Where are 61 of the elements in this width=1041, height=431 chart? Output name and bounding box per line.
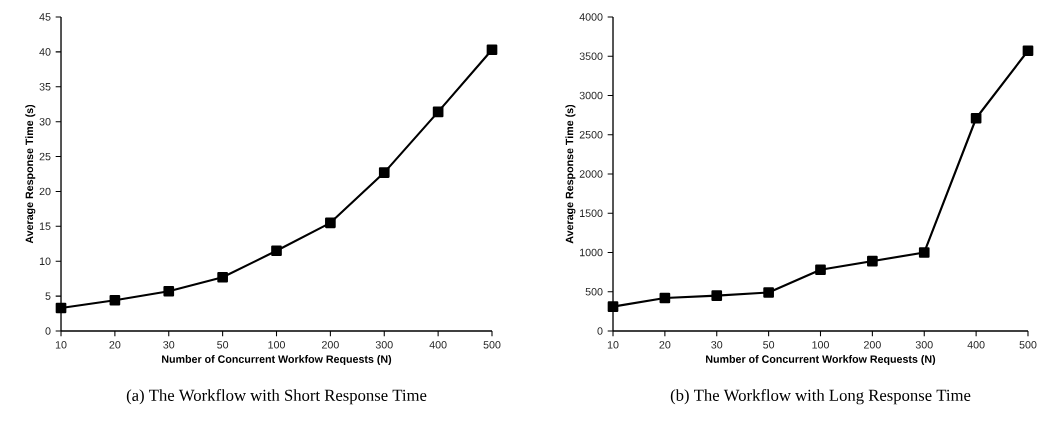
y-tick-label: 35 xyxy=(39,83,51,91)
x-tick-label: 50 xyxy=(217,341,229,349)
x-tick-label: 100 xyxy=(812,341,829,349)
y-tick-label: 0 xyxy=(597,327,603,335)
point xyxy=(217,271,228,283)
point xyxy=(711,290,723,301)
x-tick-label: 500 xyxy=(1019,341,1037,349)
y-tick-label: 3000 xyxy=(579,91,603,100)
x-tick-label: 400 xyxy=(429,341,447,349)
y-tick-label: 4000 xyxy=(579,13,603,21)
y-axis-title: Average Response Time (s) xyxy=(565,104,576,244)
y-tick-label: 5 xyxy=(45,292,51,300)
point xyxy=(378,167,390,178)
x-tick-label: 30 xyxy=(711,341,723,349)
x-axis-title: Number of Concurrent Workfow Requests (N) xyxy=(162,355,392,366)
x-tick-label: 10 xyxy=(55,341,67,349)
x-tick-label: 200 xyxy=(322,341,339,349)
y-tick-label: 2500 xyxy=(579,130,603,139)
x-tick-label: 20 xyxy=(109,341,121,349)
point xyxy=(970,112,982,124)
point xyxy=(607,301,619,312)
point xyxy=(55,302,67,314)
point xyxy=(1022,45,1034,57)
point xyxy=(432,106,444,118)
x-tick-label: 50 xyxy=(763,341,775,349)
point xyxy=(486,44,498,56)
x-tick-label: 300 xyxy=(375,341,393,349)
y-tick-label: 20 xyxy=(39,187,51,196)
x-tick-label: 300 xyxy=(915,341,933,349)
point xyxy=(918,247,930,258)
x-tick-label: 200 xyxy=(864,341,881,349)
y-tick-label: 0 xyxy=(45,327,51,335)
point xyxy=(815,264,826,276)
y-tick-label: 500 xyxy=(585,287,603,296)
x-tick-label: 20 xyxy=(659,341,671,349)
x-tick-label: 400 xyxy=(967,341,985,349)
text: (a) The Workflow with Short Response Time xyxy=(126,389,427,405)
point xyxy=(763,287,774,298)
point xyxy=(325,217,336,229)
x-axis-title: Number of Concurrent Workfow Requests (N) xyxy=(706,355,936,366)
text: (b) The Workflow with Long Response Time xyxy=(670,389,971,405)
point xyxy=(867,255,878,267)
x-tick-label: 100 xyxy=(268,341,285,349)
y-tick-label: 25 xyxy=(39,152,51,161)
x-tick-label: 500 xyxy=(483,341,501,349)
y-tick-label: 1500 xyxy=(580,209,603,218)
y-tick-label: 1000 xyxy=(580,248,603,257)
y-tick-label: 30 xyxy=(39,117,51,126)
y-tick-label: 40 xyxy=(39,48,51,56)
x-tick-label: 30 xyxy=(163,341,175,349)
y-tick-label: 15 xyxy=(39,222,51,231)
y-tick-label: 45 xyxy=(39,13,51,21)
point xyxy=(659,292,671,304)
y-axis-title: Average Response Time (s) xyxy=(25,104,36,244)
point xyxy=(271,245,282,257)
y-tick-label: 3500 xyxy=(579,52,603,61)
point xyxy=(163,285,175,297)
x-tick-label: 10 xyxy=(607,341,619,349)
y-tick-label: 10 xyxy=(39,257,51,265)
y-tick-label: 2000 xyxy=(579,170,603,178)
point xyxy=(109,294,121,306)
